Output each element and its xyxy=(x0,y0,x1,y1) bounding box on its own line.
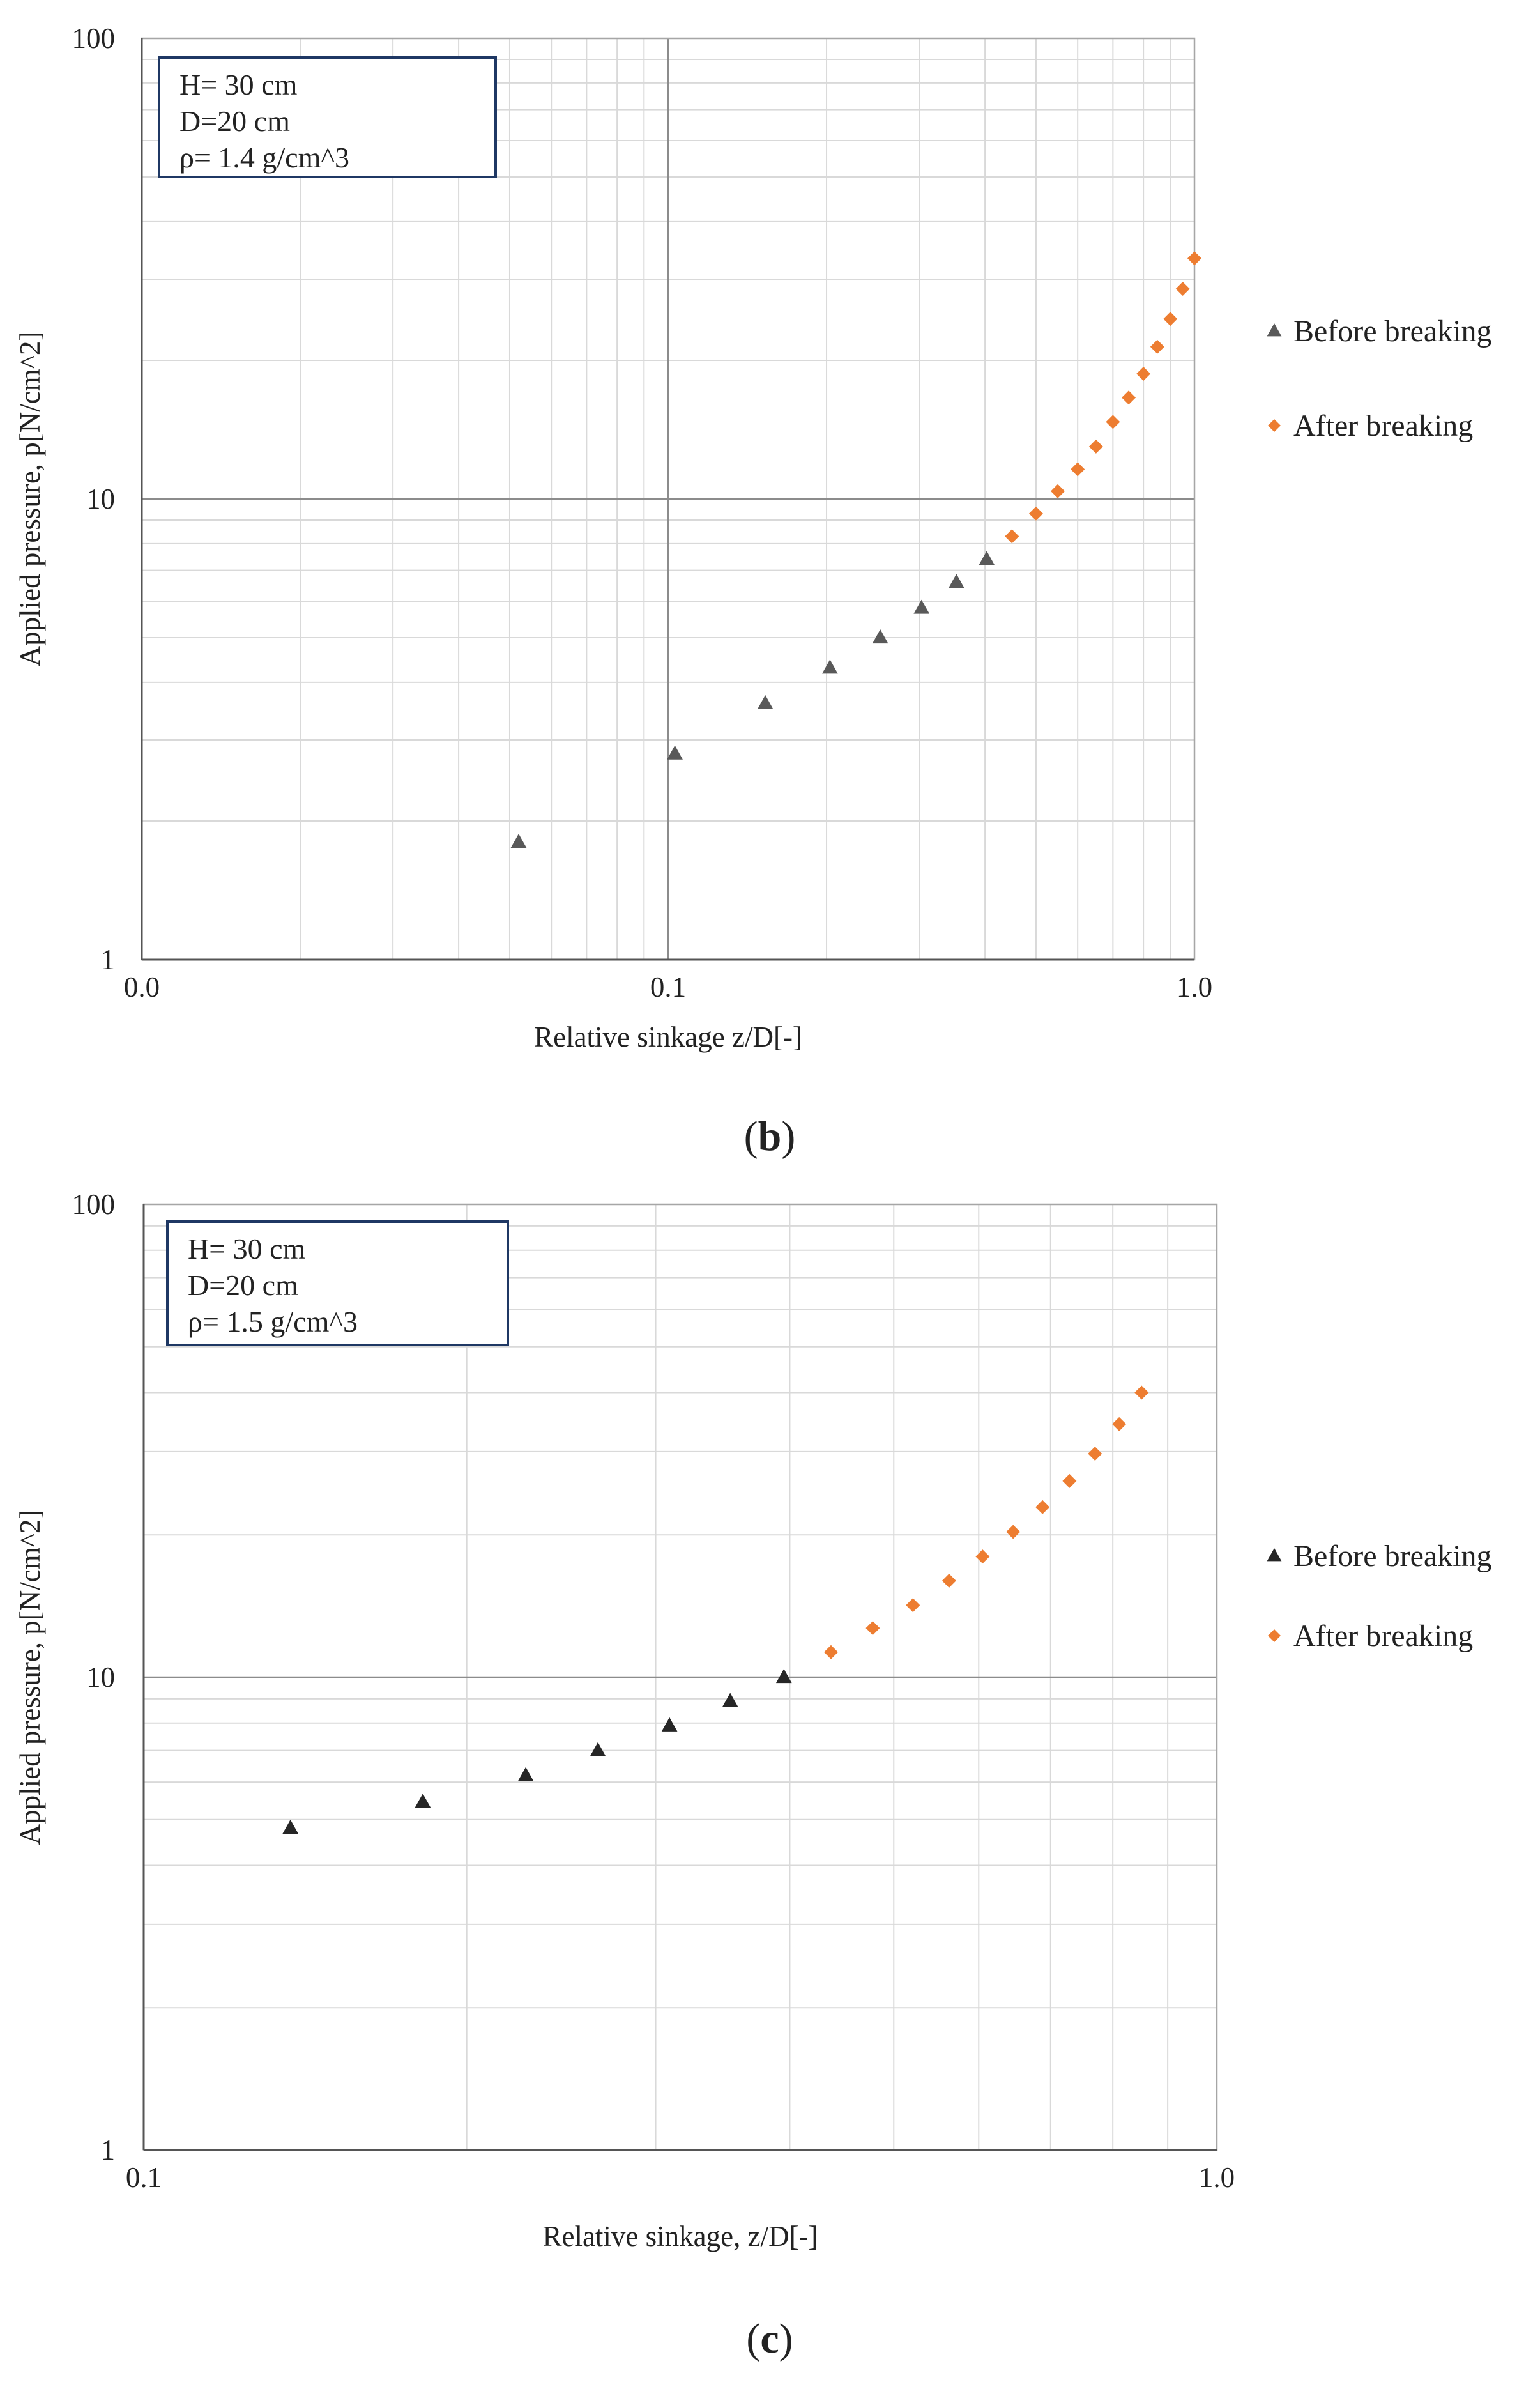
legend-marker-before-breaking xyxy=(1267,323,1282,337)
x-tick-label: 0.1 xyxy=(650,971,686,1003)
before-breaking-point xyxy=(872,629,888,644)
parameter-text: D=20 cm xyxy=(179,105,290,137)
before-breaking-point xyxy=(979,551,995,565)
after-breaking-point xyxy=(1175,281,1190,296)
legend-label-before-breaking: Before breaking xyxy=(1293,314,1492,348)
after-breaking-point xyxy=(1028,506,1043,521)
after-breaking-point xyxy=(1122,390,1136,405)
before-breaking-point xyxy=(722,1693,738,1707)
x-tick-label: 0.0 xyxy=(124,971,160,1003)
before-breaking-point xyxy=(661,1717,678,1732)
before-breaking-point xyxy=(590,1742,606,1756)
after-breaking-point xyxy=(1163,312,1178,326)
legend-label-after-breaking: After breaking xyxy=(1293,1619,1473,1653)
after-breaking-point xyxy=(1134,1385,1149,1400)
chart-panel-b: 0.0 0.1 1.0 1 10 100 Relative sinkage z/D[-] Ap… xyxy=(14,22,1492,1160)
before-breaking-point xyxy=(757,695,774,710)
before-breaking-point xyxy=(822,659,838,674)
after-breaking-point xyxy=(1187,251,1201,266)
before-breaking-point xyxy=(949,574,964,588)
after-breaking-point xyxy=(942,1573,956,1588)
before-breaking-point xyxy=(517,1767,534,1781)
before-breaking-point xyxy=(282,1819,299,1834)
y-tick-label: 10 xyxy=(86,1661,115,1693)
after-breaking-point xyxy=(1088,439,1103,454)
after-breaking-point xyxy=(1150,339,1164,354)
before-breaking-point xyxy=(913,599,930,614)
after-breaking-point xyxy=(1062,1473,1077,1488)
before-breaking-point xyxy=(510,833,527,849)
after-breaking-point xyxy=(1051,484,1065,498)
after-breaking-point xyxy=(1035,1500,1050,1514)
after-breaking-point xyxy=(975,1549,990,1564)
x-tick-label: 0.1 xyxy=(126,2162,162,2193)
x-tick-label: 1.0 xyxy=(1199,2162,1235,2193)
y-tick-label: 100 xyxy=(72,22,116,54)
panel-caption: (b) xyxy=(744,1113,796,1160)
before-breaking-point xyxy=(415,1794,431,1808)
after-breaking-point xyxy=(1136,367,1151,381)
after-breaking-point xyxy=(1005,529,1019,544)
chart-panel-c: 0.1 1.0 1 10 100 Relative sinkage, z/D[-] Appl… xyxy=(14,1188,1492,2362)
y-axis-title: Applied pressure, p[N/cm^2] xyxy=(14,1510,46,1845)
after-breaking-point xyxy=(865,1621,880,1636)
before-breaking-point xyxy=(775,1669,792,1684)
panel-caption: (c) xyxy=(746,2316,793,2362)
legend-label-before-breaking: Before breaking xyxy=(1293,1539,1492,1573)
x-axis-title: Relative sinkage, z/D[-] xyxy=(542,2220,818,2252)
y-tick-label: 100 xyxy=(72,1188,116,1220)
after-breaking-point xyxy=(1088,1447,1102,1461)
x-axis-title: Relative sinkage z/D[-] xyxy=(534,1021,802,1053)
legend-marker-after-breaking xyxy=(1268,1629,1281,1642)
y-tick-label: 1 xyxy=(101,944,116,976)
after-breaking-point xyxy=(1112,1417,1127,1431)
legend-marker-after-breaking xyxy=(1268,419,1281,432)
parameter-text: D=20 cm xyxy=(188,1269,298,1302)
parameter-text: ρ= 1.5 g/cm^3 xyxy=(188,1305,358,1338)
parameter-box xyxy=(158,56,497,178)
y-tick-label: 10 xyxy=(86,483,115,515)
legend-label-after-breaking: After breaking xyxy=(1293,409,1473,443)
after-breaking-point xyxy=(824,1645,839,1659)
parameter-text: ρ= 1.4 g/cm^3 xyxy=(179,141,349,174)
after-breaking-point xyxy=(906,1598,920,1613)
x-tick-label: 1.0 xyxy=(1177,971,1212,1003)
after-breaking-point xyxy=(1006,1525,1021,1539)
parameter-text: H= 30 cm xyxy=(188,1233,306,1265)
y-axis-title: Applied pressure, p[N/cm^2] xyxy=(14,332,46,667)
before-breaking-point xyxy=(667,745,683,760)
legend-marker-before-breaking xyxy=(1267,1548,1282,1562)
after-breaking-point xyxy=(1106,415,1120,429)
parameter-text: H= 30 cm xyxy=(179,68,298,101)
after-breaking-point xyxy=(1071,462,1085,477)
parameter-box xyxy=(166,1220,509,1346)
y-tick-label: 1 xyxy=(101,2134,116,2166)
